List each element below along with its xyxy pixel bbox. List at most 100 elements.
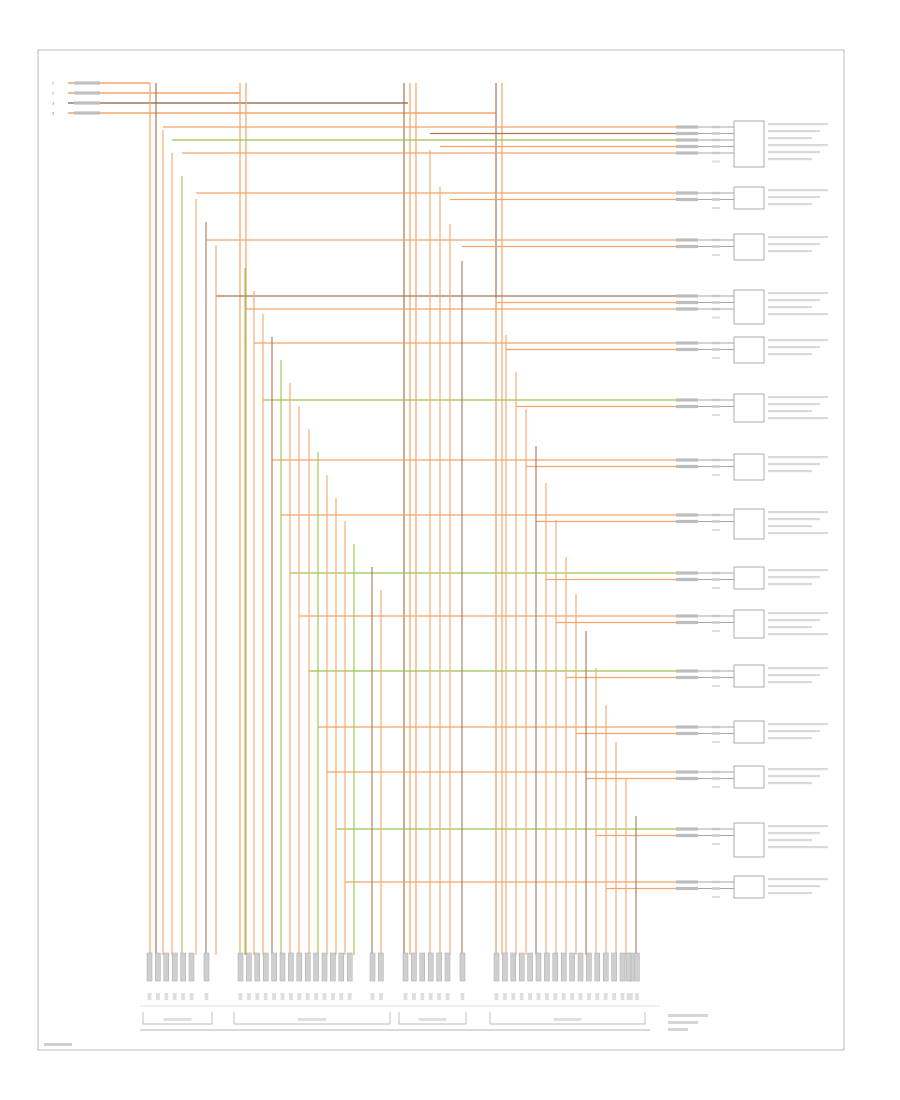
connector-pin-number	[503, 993, 507, 1000]
connector-pin-number	[370, 993, 375, 1000]
pin-tag	[676, 458, 698, 462]
pin-number-tag	[712, 770, 720, 774]
pin-number-tag	[712, 132, 720, 135]
module-label-line	[768, 236, 828, 239]
connector-pin	[146, 952, 153, 982]
module-layer	[733, 120, 828, 899]
connector-id-tag	[298, 1018, 326, 1021]
pin-number-tag	[712, 676, 720, 679]
connector-bracket	[142, 1012, 213, 1025]
connector-pin	[288, 952, 294, 982]
connector-pin	[163, 952, 170, 982]
module-label-line	[768, 525, 812, 528]
pin-tag	[676, 770, 698, 774]
connector-pin	[419, 952, 426, 982]
pin-tag	[676, 307, 698, 311]
splice-marker	[712, 474, 720, 476]
module-label-line	[768, 144, 828, 147]
connector-pin	[544, 952, 550, 982]
connector-id-tag	[163, 1018, 192, 1021]
connector-pin	[527, 952, 533, 982]
pin-number-tag	[712, 880, 720, 884]
connector-pin	[560, 952, 567, 982]
connector-pin-number	[445, 993, 450, 1000]
module-label-line	[768, 730, 820, 733]
connector-pin-number	[331, 993, 335, 1000]
connector-pin-number	[156, 993, 160, 1000]
pin-number-tag	[712, 294, 720, 298]
pin-tag	[676, 151, 698, 155]
module-label-line	[768, 576, 820, 579]
connector-pin-number	[403, 993, 408, 1000]
pin-number-tag	[712, 307, 720, 311]
connector-pin	[402, 952, 409, 982]
connector-pin	[321, 952, 328, 982]
connector-pin-number	[635, 993, 639, 1000]
connector-pin	[625, 952, 632, 982]
connector-pin-number	[437, 993, 441, 1000]
module-label-line	[768, 189, 828, 192]
connector-pin	[313, 952, 319, 982]
ground-label: 2	[52, 92, 54, 96]
module-label-line	[768, 130, 820, 133]
wire-layer	[68, 81, 734, 955]
module-label-line	[768, 885, 820, 888]
connector-pin-number	[147, 993, 152, 1000]
connector-pin-number	[603, 993, 608, 1000]
connector-pin-number	[570, 993, 574, 1000]
pin-number-tag	[712, 138, 720, 142]
connector-pin	[237, 952, 244, 982]
connector-pin	[518, 952, 525, 982]
connector-id-tag	[553, 1018, 582, 1021]
connector-pin-number	[629, 993, 633, 1000]
pin-tag	[676, 519, 698, 524]
ground-labels: 1 2 3 4	[52, 82, 54, 116]
module-box	[733, 822, 765, 858]
connector-pin-number	[494, 993, 499, 1000]
pin-tag	[676, 138, 698, 142]
connector-pin	[188, 952, 195, 982]
pin-tag	[676, 620, 698, 625]
module-box	[733, 875, 765, 899]
pin-number-tag	[712, 301, 720, 304]
module-label-line	[768, 396, 828, 399]
module-label-line	[768, 463, 820, 466]
pin-number-tag	[712, 245, 720, 248]
pin-tag	[676, 191, 698, 195]
module-label-line	[768, 782, 812, 785]
pin-tag	[676, 404, 698, 409]
module-label-line	[768, 878, 828, 881]
splice-marker	[712, 207, 720, 209]
module-label-line	[768, 612, 828, 615]
connector-bracket	[489, 1012, 646, 1025]
connector-pin	[552, 952, 559, 982]
module-label-line	[768, 151, 820, 154]
pin-number-tag	[712, 621, 720, 624]
module-box	[733, 765, 765, 789]
pin-number-tag	[712, 513, 720, 517]
connector-block-label	[668, 1028, 688, 1031]
connector-pin-number	[339, 993, 344, 1000]
module-label-line	[768, 518, 820, 521]
connector-pin-number	[247, 993, 251, 1000]
splice-marker	[712, 316, 720, 319]
connector-pin	[510, 952, 517, 982]
module-label-line	[768, 832, 820, 835]
module-label-line	[768, 532, 828, 535]
pin-number-tag	[712, 125, 720, 129]
connector-pin-number	[164, 993, 169, 1000]
pin-tag	[676, 131, 698, 136]
connector-pin-number	[511, 993, 516, 1000]
pin-tag	[676, 238, 698, 242]
module-label-line	[768, 839, 812, 842]
splice-marker	[712, 786, 720, 788]
module-label-line	[768, 626, 812, 629]
connector-block	[44, 952, 708, 1046]
module-box	[733, 609, 765, 639]
module-label-line	[768, 892, 812, 895]
pin-number-tag	[712, 191, 720, 195]
connector-pin-number	[626, 993, 631, 1000]
pin-tag	[676, 731, 698, 736]
connector-pin	[246, 952, 252, 982]
pin-number-tag	[712, 777, 720, 780]
